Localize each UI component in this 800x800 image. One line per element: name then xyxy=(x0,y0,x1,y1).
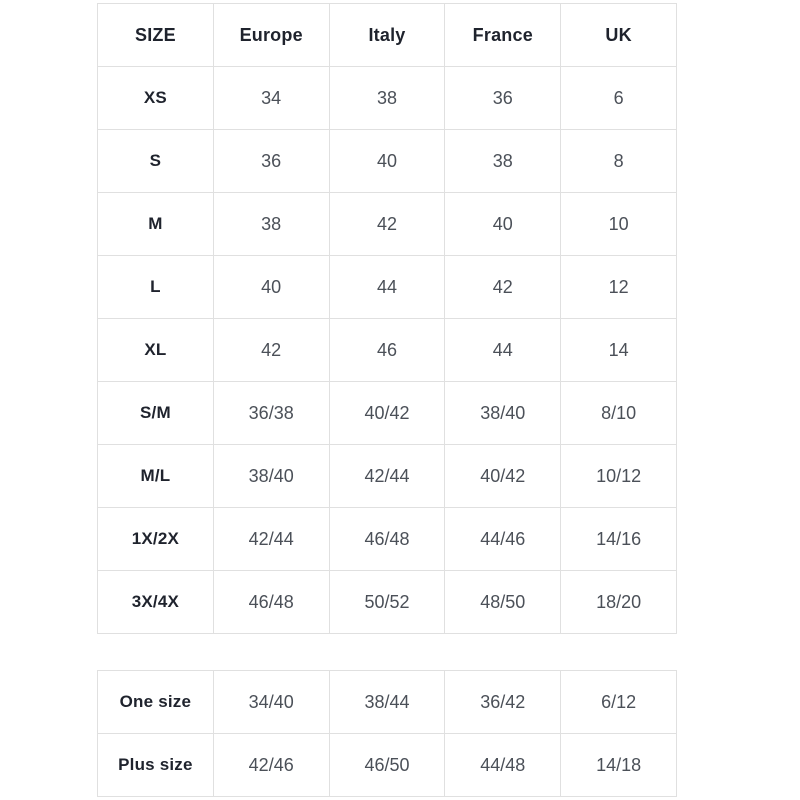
size-table-body: XS 34 38 36 6 S 36 40 38 8 M 38 42 40 10 L 40 44 42 12 XL 42 4… xyxy=(97,66,677,634)
column-header-size: SIZE xyxy=(97,3,214,67)
size-value-cell: 38 xyxy=(212,192,330,256)
special-sizes-table: One size 34/40 38/44 36/42 6/12 Plus size 42/4… xyxy=(97,670,677,797)
size-label-cell: XL xyxy=(97,318,214,382)
size-value-cell: 6 xyxy=(560,66,677,130)
size-label-cell: M xyxy=(97,192,214,256)
table-row: M 38 42 40 10 xyxy=(97,192,677,256)
size-label-cell: S xyxy=(97,129,214,193)
table-row: XL 42 46 44 14 xyxy=(97,318,677,382)
size-value-cell: 44 xyxy=(444,318,562,382)
size-value-cell: 36/38 xyxy=(212,381,330,445)
size-value-cell: 44/48 xyxy=(444,733,562,797)
size-value-cell: 18/20 xyxy=(560,570,677,634)
size-value-cell: 36/42 xyxy=(444,670,562,734)
column-header-uk: UK xyxy=(560,3,677,67)
size-value-cell: 40 xyxy=(212,255,330,319)
size-value-cell: 40/42 xyxy=(444,444,562,508)
size-value-cell: 42 xyxy=(444,255,562,319)
size-value-cell: 8 xyxy=(560,129,677,193)
table-row: 1X/2X 42/44 46/48 44/46 14/16 xyxy=(97,507,677,571)
size-value-cell: 34 xyxy=(212,66,330,130)
special-sizes-table-body: One size 34/40 38/44 36/42 6/12 Plus size 42/4… xyxy=(97,670,677,797)
size-value-cell: 38/44 xyxy=(328,670,446,734)
size-value-cell: 34/40 xyxy=(212,670,330,734)
column-header-italy: Italy xyxy=(328,3,446,67)
size-label-cell: M/L xyxy=(97,444,214,508)
size-value-cell: 36 xyxy=(444,66,562,130)
header-row: SIZE Europe Italy France UK xyxy=(97,3,677,67)
size-value-cell: 10/12 xyxy=(560,444,677,508)
size-value-cell: 14/16 xyxy=(560,507,677,571)
size-value-cell: 14 xyxy=(560,318,677,382)
size-value-cell: 46/48 xyxy=(212,570,330,634)
table-row: S/M 36/38 40/42 38/40 8/10 xyxy=(97,381,677,445)
size-value-cell: 6/12 xyxy=(560,670,677,734)
size-tables-container: SIZE Europe Italy France UK XS 34 38 36 6 S 36 40 38… xyxy=(97,3,677,797)
size-value-cell: 42 xyxy=(328,192,446,256)
size-value-cell: 40/42 xyxy=(328,381,446,445)
size-value-cell: 38/40 xyxy=(212,444,330,508)
size-value-cell: 42 xyxy=(212,318,330,382)
column-header-france: France xyxy=(444,3,562,67)
size-label-cell: One size xyxy=(97,670,214,734)
size-label-cell: S/M xyxy=(97,381,214,445)
size-value-cell: 48/50 xyxy=(444,570,562,634)
size-value-cell: 42/44 xyxy=(328,444,446,508)
size-value-cell: 44 xyxy=(328,255,446,319)
table-row: 3X/4X 46/48 50/52 48/50 18/20 xyxy=(97,570,677,634)
size-value-cell: 46 xyxy=(328,318,446,382)
size-conversion-table: SIZE Europe Italy France UK XS 34 38 36 6 S 36 40 38… xyxy=(97,3,677,634)
size-label-cell: 3X/4X xyxy=(97,570,214,634)
size-table-header: SIZE Europe Italy France UK xyxy=(97,3,677,67)
size-value-cell: 46/50 xyxy=(328,733,446,797)
size-value-cell: 10 xyxy=(560,192,677,256)
table-row: One size 34/40 38/44 36/42 6/12 xyxy=(97,670,677,734)
table-row: M/L 38/40 42/44 40/42 10/12 xyxy=(97,444,677,508)
size-value-cell: 44/46 xyxy=(444,507,562,571)
table-row: S 36 40 38 8 xyxy=(97,129,677,193)
size-label-cell: XS xyxy=(97,66,214,130)
size-label-cell: L xyxy=(97,255,214,319)
size-label-cell: 1X/2X xyxy=(97,507,214,571)
size-value-cell: 40 xyxy=(444,192,562,256)
size-value-cell: 50/52 xyxy=(328,570,446,634)
size-value-cell: 14/18 xyxy=(560,733,677,797)
size-value-cell: 12 xyxy=(560,255,677,319)
table-gap xyxy=(97,634,677,670)
size-value-cell: 46/48 xyxy=(328,507,446,571)
size-value-cell: 38/40 xyxy=(444,381,562,445)
table-row: Plus size 42/46 46/50 44/48 14/18 xyxy=(97,733,677,797)
size-value-cell: 38 xyxy=(328,66,446,130)
size-value-cell: 8/10 xyxy=(560,381,677,445)
size-value-cell: 42/46 xyxy=(212,733,330,797)
size-value-cell: 40 xyxy=(328,129,446,193)
size-label-cell: Plus size xyxy=(97,733,214,797)
size-value-cell: 42/44 xyxy=(212,507,330,571)
size-value-cell: 38 xyxy=(444,129,562,193)
table-row: L 40 44 42 12 xyxy=(97,255,677,319)
size-value-cell: 36 xyxy=(212,129,330,193)
column-header-europe: Europe xyxy=(212,3,330,67)
table-row: XS 34 38 36 6 xyxy=(97,66,677,130)
